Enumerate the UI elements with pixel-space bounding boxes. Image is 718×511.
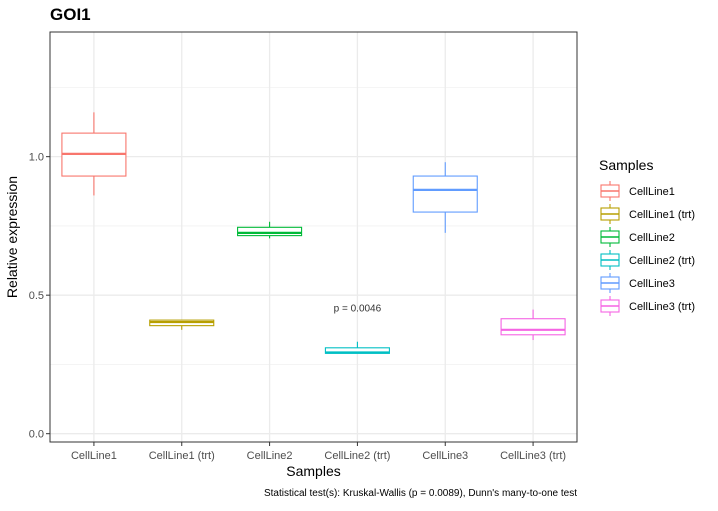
x-axis-label: Samples (286, 463, 340, 479)
legend-item: CellLine1 (599, 180, 675, 202)
legend-label: CellLine2 (629, 232, 675, 244)
box-cellline2 (237, 221, 303, 239)
chart-title: GOI1 (50, 5, 91, 24)
y-tick-label: 0.0 (29, 429, 44, 441)
axis-layer: 0.0 0.5 1.0 CellLine1 CellLine1 (trt) CellLin… (29, 152, 566, 462)
x-tick-label: CellLine2 (247, 450, 293, 462)
legend-label: CellLine1 (trt) (629, 209, 695, 221)
x-tick-label: CellLine1 (trt) (149, 450, 215, 462)
plot-panel-border (49, 31, 578, 443)
box-cellline1-trt (149, 319, 215, 330)
x-tick-label: CellLine3 (422, 450, 468, 462)
annotation-layer: p = 0.0046 (334, 303, 382, 314)
box-cellline2-trt (324, 341, 390, 354)
p-value-annotation: p = 0.0046 (334, 303, 382, 314)
legend-item: CellLine2 (599, 226, 675, 248)
legend-label: CellLine1 (629, 186, 675, 198)
legend-item: CellLine3 (599, 272, 675, 294)
x-tick-label: CellLine1 (71, 450, 117, 462)
y-axis-label: Relative expression (4, 176, 20, 298)
box-cellline3 (412, 162, 478, 233)
y-tick-label: 0.5 (29, 290, 44, 302)
legend-item: CellLine1 (trt) (599, 203, 695, 225)
x-tick-label: CellLine2 (trt) (324, 450, 390, 462)
y-tick-label: 1.0 (29, 152, 44, 164)
legend-title: Samples (599, 157, 653, 173)
box-cellline3-trt (500, 309, 566, 341)
legend-label: CellLine2 (trt) (629, 255, 695, 267)
legend-label: CellLine3 (trt) (629, 301, 695, 313)
box-cellline1 (61, 112, 127, 196)
box-iqr (500, 318, 566, 336)
chart-caption: Statistical test(s): Kruskal-Wallis (p =… (264, 488, 577, 499)
box-layer (61, 112, 566, 354)
box-iqr (237, 226, 303, 237)
grid-layer (50, 32, 577, 442)
x-tick-label: CellLine3 (trt) (500, 450, 566, 462)
box-iqr (412, 175, 478, 213)
legend-item: CellLine3 (trt) (599, 295, 695, 317)
legend-label: CellLine3 (629, 278, 675, 290)
legend: CellLine1 CellLine1 (trt) CellLine2 CellLin… (599, 180, 695, 317)
legend-item: CellLine2 (trt) (599, 249, 695, 271)
